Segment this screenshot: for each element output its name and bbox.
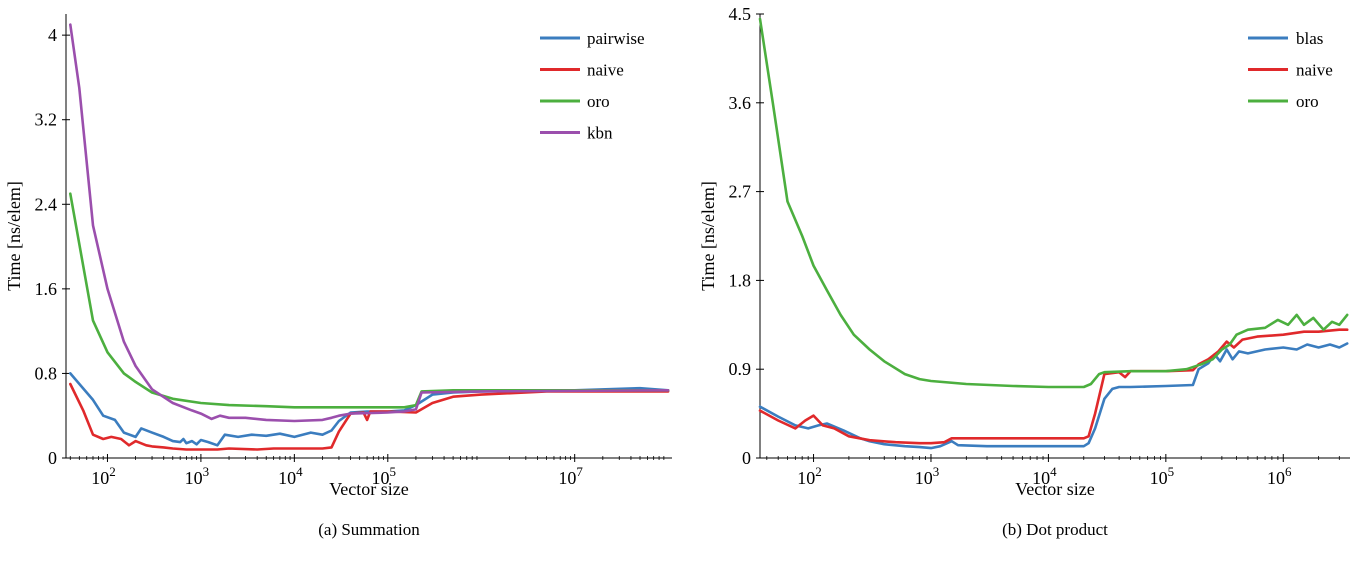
legend-label-blas: blas: [1296, 29, 1323, 48]
y-tick-label: 3.2: [35, 110, 58, 130]
legend-label-oro: oro: [1296, 92, 1319, 111]
y-tick-label: 4.5: [729, 4, 752, 24]
legend-label-pairwise: pairwise: [587, 29, 645, 48]
legend-label-oro: oro: [587, 92, 610, 111]
series-line-pairwise: [69, 372, 670, 447]
x-tick-label: 105: [1150, 464, 1175, 488]
x-tick-label: 104: [278, 464, 303, 488]
y-tick-label: 4: [48, 25, 57, 45]
x-axis-label: Vector size: [1015, 479, 1094, 499]
y-tick-label: 0.9: [729, 359, 752, 379]
x-tick-label: 103: [915, 464, 940, 488]
figure-caption: (a) Summation: [318, 520, 420, 539]
legend-label-naive: naive: [587, 61, 624, 80]
y-axis-label: Time [ns/elem]: [4, 181, 24, 291]
series-line-kbn: [69, 23, 670, 423]
series-line-oro: [69, 192, 670, 409]
y-tick-label: 1.8: [729, 270, 752, 290]
y-tick-label: 0: [742, 448, 751, 468]
x-tick-label: 105: [372, 464, 397, 488]
y-axis-label: Time [ns/elem]: [698, 181, 718, 291]
legend-label-naive: naive: [1296, 61, 1333, 80]
x-tick-label: 102: [797, 464, 822, 488]
x-tick-label: 103: [185, 464, 210, 488]
y-tick-label: 0: [48, 448, 57, 468]
x-tick-label: 106: [1267, 464, 1292, 488]
dot-product-chart: 0 0.9 1.8 2.7 3.6 4.5 102 103 104 105 106 blas naive…: [698, 4, 1350, 539]
figure-caption: (b) Dot product: [1002, 520, 1108, 539]
y-tick-label: 2.7: [729, 182, 752, 202]
series-line-naive: [758, 328, 1349, 445]
x-tick-label: 104: [1032, 464, 1057, 488]
series-line-oro: [758, 17, 1349, 389]
x-axis-label: Vector size: [329, 479, 408, 499]
series-line-blas: [758, 342, 1349, 450]
y-tick-label: 0.8: [35, 363, 58, 383]
y-tick-label: 2.4: [35, 194, 58, 214]
summation-chart: 0 0.8 1.6 2.4 3.2 4 102 103 104 105 107 pairwise nai…: [4, 14, 672, 539]
x-tick-label: 102: [91, 464, 116, 488]
y-tick-label: 1.6: [35, 279, 58, 299]
legend-label-kbn: kbn: [587, 124, 613, 143]
x-tick-label: 107: [558, 464, 583, 488]
y-tick-label: 3.6: [729, 93, 752, 113]
